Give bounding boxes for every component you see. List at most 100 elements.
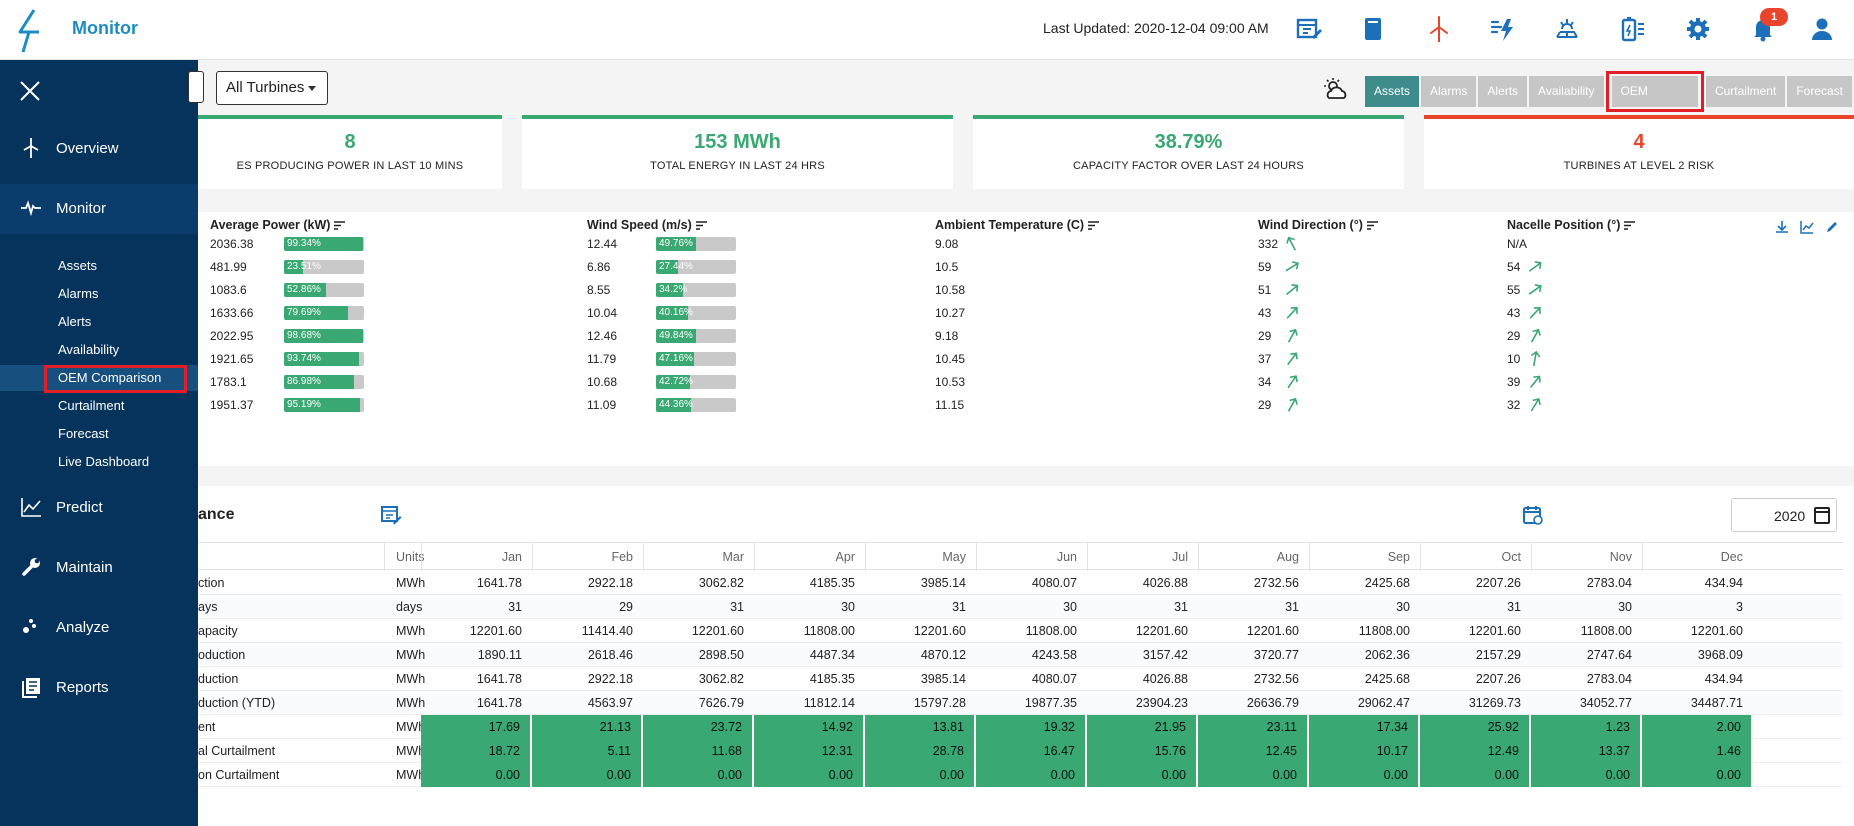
column-divider (1309, 543, 1310, 571)
nav-item-analyze[interactable]: Analyze (0, 603, 198, 653)
month-value: 3720.77 (1253, 648, 1299, 662)
table-row: ction MWh 1641.78 2922.18 3062.82 4185.35 39… (198, 571, 1843, 595)
month-value: 31269.73 (1468, 696, 1521, 710)
weather-icon[interactable] (1323, 77, 1349, 103)
power-bar-fill (284, 306, 348, 320)
chevron-down-icon (308, 85, 317, 91)
sidebar-subitem-live-dashboard[interactable]: Live Dashboard (0, 449, 198, 475)
book-icon[interactable] (1359, 15, 1387, 43)
tab-forecast[interactable]: Forecast (1787, 76, 1852, 107)
column-header-nacelle[interactable]: Nacelle Position (°) (1507, 218, 1636, 232)
month-value: 0.00 (865, 763, 976, 787)
direction-arrow-icon (1287, 397, 1298, 412)
wind-speed-percent: 44.36% (659, 399, 693, 410)
sidebar-subitem-forecast[interactable]: Forecast (0, 421, 198, 447)
month-value: 4487.34 (809, 648, 855, 662)
month-value: 30 (841, 600, 855, 614)
month-value: 10.17 (1309, 739, 1420, 763)
sort-icon[interactable] (1624, 221, 1636, 230)
sidebar-subitem-availability[interactable]: Availability (0, 337, 198, 363)
column-header-wind-speed[interactable]: Wind Speed (m/s) (587, 218, 707, 232)
wind-speed-bar-fill (656, 306, 689, 320)
sort-icon[interactable] (1088, 221, 1100, 230)
kpi-label: ES PRODUCING POWER IN LAST 10 MINS (236, 160, 464, 172)
month-value: 2922.18 (587, 672, 633, 686)
wind-speed-percent: 47.16% (659, 353, 693, 364)
power-percent: 52.86% (287, 284, 321, 295)
column-divider (1087, 543, 1088, 571)
month-value: 30 (1063, 600, 1077, 614)
wind-speed-value: 12.44 (587, 237, 618, 251)
power-value: 481.99 (210, 260, 247, 274)
sidebar-subitem-alerts[interactable]: Alerts (0, 309, 198, 335)
month-value: 3157.42 (1142, 648, 1188, 662)
kpi-value: 38.79% (1154, 131, 1223, 153)
download-icon[interactable] (1775, 220, 1789, 234)
solar-icon[interactable] (1553, 15, 1581, 43)
sidebar-subitem-curtailment[interactable]: Curtailment (0, 393, 198, 419)
calendar-icon[interactable] (1814, 507, 1830, 524)
partial-select[interactable] (188, 71, 204, 103)
sort-icon[interactable] (695, 221, 707, 230)
sidebar-subitem-assets[interactable]: Assets (0, 253, 198, 279)
sort-icon[interactable] (1366, 221, 1378, 230)
wind-speed-value: 6.86 (587, 260, 611, 274)
nav-item-reports[interactable]: Reports (0, 663, 198, 713)
tab-oem-comparison[interactable]: OEM Comparison (1605, 71, 1705, 129)
power-percent: 79.69% (287, 307, 321, 318)
month-value: 4870.12 (920, 648, 966, 662)
user-icon[interactable] (1808, 15, 1836, 43)
wind-turbine-icon[interactable] (1425, 15, 1453, 43)
nacelle-value: 55 (1507, 283, 1521, 297)
edit-pencil-icon[interactable] (1825, 220, 1839, 234)
wind-speed-bar: 47.16% (656, 352, 736, 366)
month-value: 11812.14 (803, 696, 855, 710)
scatter-icon (23, 619, 36, 633)
year-picker[interactable]: 2020 (1731, 498, 1837, 532)
nav-item-overview[interactable]: Overview (0, 124, 198, 174)
tab-assets[interactable]: Assets (1365, 76, 1420, 107)
app-title: Monitor (72, 18, 138, 38)
power-value: 2036.38 (210, 237, 254, 251)
wind-direction-value: 332 (1258, 237, 1279, 251)
wind-speed-bar: 42.72% (656, 375, 736, 389)
chart-icon[interactable] (1800, 220, 1814, 234)
sort-icon[interactable] (334, 221, 346, 230)
tab-alarms[interactable]: Alarms (1421, 76, 1477, 107)
nav-item-predict[interactable]: Predict (0, 483, 198, 533)
direction-arrow-icon (1287, 328, 1298, 343)
tab-availability[interactable]: Availability (1529, 76, 1604, 107)
month-value: 2207.26 (1475, 672, 1521, 686)
column-header-wind-direction[interactable]: Wind Direction (°) (1258, 218, 1378, 232)
report-edit-icon[interactable] (1295, 15, 1323, 43)
battery-icon[interactable] (1619, 15, 1647, 43)
row-label: al Curtailment (198, 744, 276, 758)
sidebar-subitem-oem-comparison[interactable]: OEM Comparison (0, 365, 198, 393)
month-value: 0.00 (1087, 763, 1198, 787)
month-value: 11808.00 (1025, 624, 1077, 638)
wind-speed-bar: 44.36% (656, 398, 736, 412)
column-header-temperature[interactable]: Ambient Temperature (C) (935, 218, 1100, 232)
wind-direction-value: 43 (1258, 306, 1272, 320)
month-value: 2157.29 (1475, 648, 1521, 662)
year-value: 2020 (1774, 508, 1806, 524)
sidebar-subitem-alarms[interactable]: Alarms (0, 281, 198, 307)
close-sidebar-icon[interactable] (18, 79, 42, 103)
month-value: 12.49 (1420, 739, 1531, 763)
column-header-power[interactable]: Average Power (kW) (210, 218, 346, 232)
settings-gear-icon[interactable] (1684, 15, 1712, 43)
calendar-refresh-icon[interactable] (1522, 504, 1544, 526)
app-logo-icon[interactable] (12, 8, 46, 54)
month-value: 31 (1507, 600, 1521, 614)
month-value: 2898.50 (698, 648, 744, 662)
subitem-label: Curtailment (58, 398, 125, 413)
nav-item-monitor[interactable]: Monitor (0, 184, 198, 234)
tab-alerts[interactable]: Alerts (1478, 76, 1528, 107)
power-value: 2022.95 (210, 329, 254, 343)
tab-curtailment[interactable]: Curtailment (1705, 76, 1786, 107)
table-edit-icon[interactable] (380, 504, 402, 526)
turbine-filter-dropdown[interactable]: All Turbines (216, 71, 328, 105)
wind-power-icon[interactable] (1489, 15, 1517, 43)
nav-item-maintain[interactable]: Maintain (0, 543, 198, 593)
reports-icon (22, 678, 40, 698)
